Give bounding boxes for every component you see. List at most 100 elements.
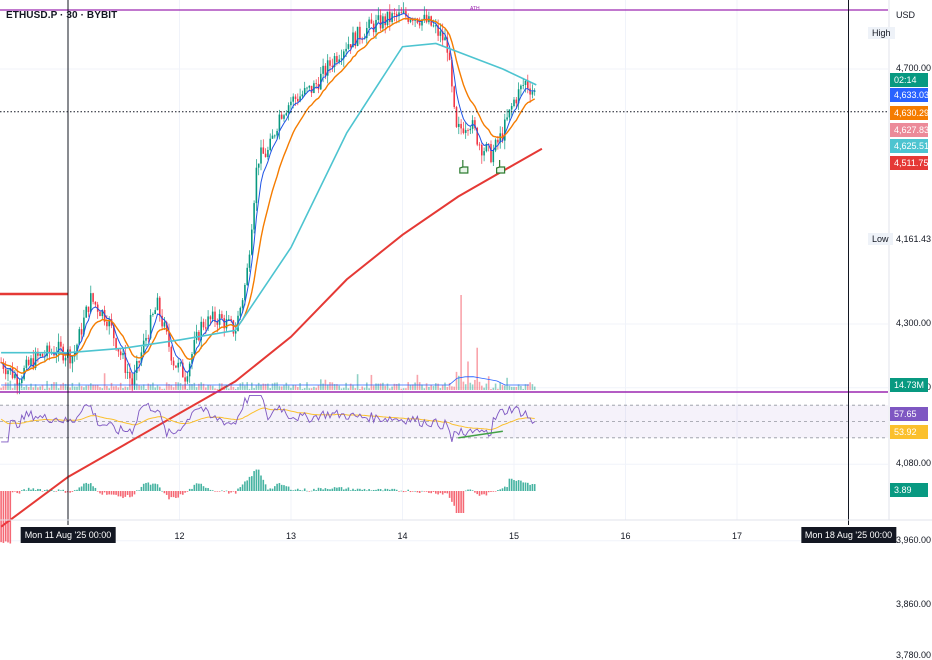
volume-bar [126,387,129,390]
candle-body [119,351,122,356]
candle-body [418,22,421,26]
macd-bar [257,469,260,491]
candle-body [147,337,150,339]
candle-body [60,341,62,347]
macd-bar [308,491,311,492]
macd-bar [260,475,262,491]
candle-body [136,361,138,373]
macd-bar [99,491,101,494]
candle-body [48,345,51,353]
macd-bar [458,491,460,513]
candle-body [499,133,501,143]
volume-bar [395,383,398,390]
macd-bar [320,488,322,491]
macd-bar [216,491,219,492]
macd-bar [149,484,152,491]
candle-body [451,59,453,87]
candle-body [278,114,281,131]
macd-bar [214,491,216,492]
volume-bar [188,383,191,390]
macd-bar [18,491,21,494]
macd-bar [382,490,384,492]
volume-bar [313,386,315,390]
macd-bar [55,491,58,492]
macd-bar [0,491,2,543]
volume-bar [53,382,55,390]
candle-body [156,297,159,311]
candle-body [255,167,258,204]
macd-bar [506,487,508,491]
volume-bar [533,386,536,390]
candle-body [101,310,104,317]
candle-body [142,340,145,353]
macd-bar [285,486,288,491]
symbol-title[interactable]: ETHUSD.P · 30 · BYBIT [6,10,118,21]
macd-bar [115,491,117,495]
candle-body [269,138,271,151]
volume-bar [340,388,343,390]
candle-body [14,374,16,378]
candle-body [492,150,495,163]
candle-body [25,359,28,368]
candle-body [347,44,350,49]
volume-bar [329,382,331,390]
volume-bar [200,382,202,390]
macd-bar [474,491,476,493]
macd-bar [425,491,428,492]
volume-bar [159,386,161,390]
macd-bar [170,491,173,498]
macd-bar [418,491,421,493]
currency-label[interactable]: USD [896,10,916,20]
macd-bar [237,488,239,491]
candle-body [453,86,455,108]
macd-bar [177,491,179,498]
candle-body [221,314,223,319]
candle-body [478,144,481,146]
candle-body [315,83,317,85]
candle-body [41,353,44,357]
macd-bar [294,489,297,491]
macd-bar [432,491,435,492]
macd-bar [163,491,166,494]
volume-bar [501,384,504,390]
volume-bar [101,388,104,390]
volume-bar [384,385,386,390]
candle-body [55,353,58,356]
candle-body [159,297,161,316]
volume-bar [23,386,25,390]
candle-body [322,65,324,74]
macd-bar [347,487,350,491]
macd-bar [303,488,306,491]
hand-pointer-icon [459,160,469,174]
macd-bar [333,487,336,491]
volume-bar [345,382,347,390]
candle-body [455,107,458,127]
macd-bar [517,480,520,491]
volume-bar [310,388,313,390]
macd-bar [69,491,71,493]
macd-bar [198,483,200,491]
macd-bar [94,487,97,491]
candle-body [490,144,492,163]
macd-bar [402,491,405,493]
candle-body [7,370,9,375]
macd-bar [349,490,352,491]
chart-canvas[interactable] [0,0,932,550]
macd-bar [338,487,340,491]
volume-bar [490,388,492,390]
volume-bar [487,376,490,390]
macd-bar [101,491,104,495]
macd-bar [513,480,515,491]
macd-bar [103,491,106,493]
macd-bar [147,482,150,491]
macd-bar [140,486,143,491]
macd-bar [131,491,133,497]
macd-bar [108,491,110,495]
time-tick-label: 12 [174,531,185,541]
candle-body [113,325,115,339]
candle-body [129,371,131,379]
macd-bar [223,491,225,492]
candle-body [409,19,412,22]
macd-bar [297,488,299,491]
volume-bar [317,385,320,390]
